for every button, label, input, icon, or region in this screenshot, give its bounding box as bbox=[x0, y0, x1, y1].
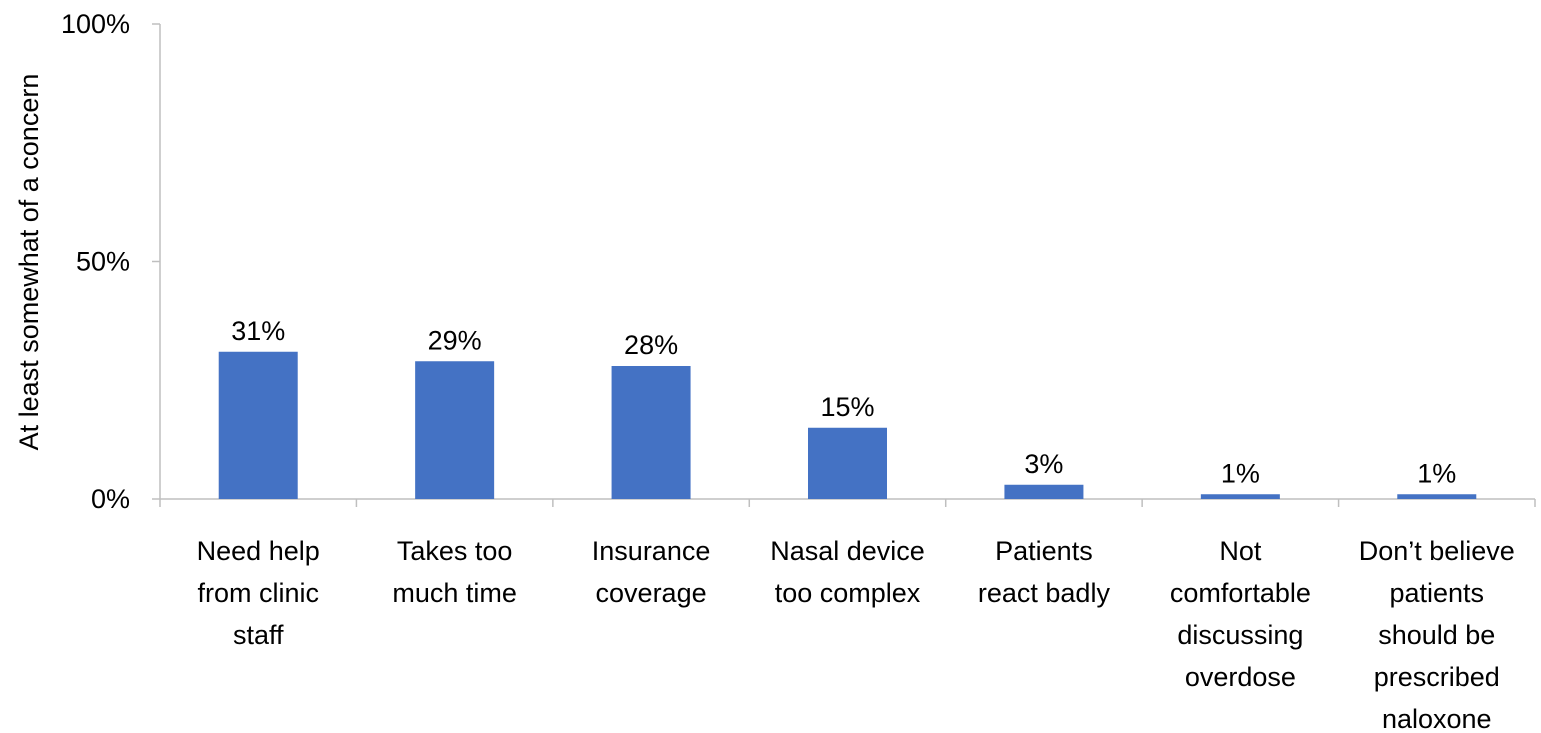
bar bbox=[611, 366, 691, 499]
category-label-line: naloxone bbox=[1382, 704, 1492, 733]
y-axis-title: At least somewhat of a concern bbox=[14, 74, 44, 451]
data-label: 1% bbox=[1417, 458, 1456, 488]
y-tick-label: 50% bbox=[76, 247, 130, 277]
category-label-line: Takes too bbox=[397, 536, 513, 566]
bar bbox=[415, 361, 495, 499]
category-label-line: overdose bbox=[1185, 662, 1296, 692]
y-tick-label: 0% bbox=[91, 484, 130, 514]
bar bbox=[1004, 484, 1084, 499]
category-label: Patients react badly bbox=[978, 536, 1111, 608]
bar bbox=[1397, 494, 1477, 499]
category-label-line: Nasal device bbox=[770, 536, 925, 566]
category-label-line: should be bbox=[1378, 620, 1495, 650]
bar bbox=[1200, 494, 1280, 499]
data-label: 3% bbox=[1024, 449, 1063, 479]
category-label-line: prescribed bbox=[1374, 662, 1500, 692]
data-label: 29% bbox=[428, 325, 482, 355]
category-label: Insurance coverage bbox=[592, 536, 711, 608]
x-ticks bbox=[159, 499, 1536, 507]
category-label-line: Insurance bbox=[592, 536, 711, 566]
bar bbox=[218, 351, 298, 499]
category-label-line: coverage bbox=[596, 578, 707, 608]
category-label: Need help from clinic staff bbox=[197, 536, 320, 650]
y-axis-title-group: At least somewhat of a concern bbox=[14, 74, 44, 451]
y-ticks: 0% 50% 100% bbox=[61, 9, 160, 514]
category-label: Takes too much time bbox=[392, 536, 517, 608]
category-label-line: Not bbox=[1219, 536, 1262, 566]
category-label-line: comfortable bbox=[1170, 578, 1311, 608]
data-labels: 31% 29% 28% 15% 3% 1% 1% bbox=[231, 316, 1456, 489]
category-labels: Need help from clinic staff Takes too much t… bbox=[197, 536, 1515, 733]
category-label-line: react badly bbox=[978, 578, 1111, 608]
bar bbox=[808, 427, 887, 499]
category-label-line: Patients bbox=[995, 536, 1093, 566]
data-label: 1% bbox=[1221, 458, 1260, 488]
category-label-line: discussing bbox=[1177, 620, 1303, 650]
category-label-line: too complex bbox=[775, 578, 921, 608]
category-label: Nasal device too complex bbox=[770, 536, 925, 608]
category-label-line: much time bbox=[392, 578, 517, 608]
category-label: Not comfortable discussing overdose bbox=[1170, 536, 1311, 692]
category-label-line: Need help bbox=[197, 536, 320, 566]
data-label: 28% bbox=[624, 330, 678, 360]
category-label-line: from clinic bbox=[197, 578, 319, 608]
y-tick-label: 100% bbox=[61, 9, 130, 39]
data-label: 15% bbox=[820, 392, 874, 422]
category-label: Don’t believe patients should be prescribed… bbox=[1359, 536, 1515, 733]
data-label: 31% bbox=[231, 316, 285, 346]
category-label-line: patients bbox=[1389, 578, 1484, 608]
category-label-line: staff bbox=[233, 620, 284, 650]
category-label-line: Don’t believe bbox=[1359, 536, 1515, 566]
bars bbox=[218, 351, 1477, 499]
